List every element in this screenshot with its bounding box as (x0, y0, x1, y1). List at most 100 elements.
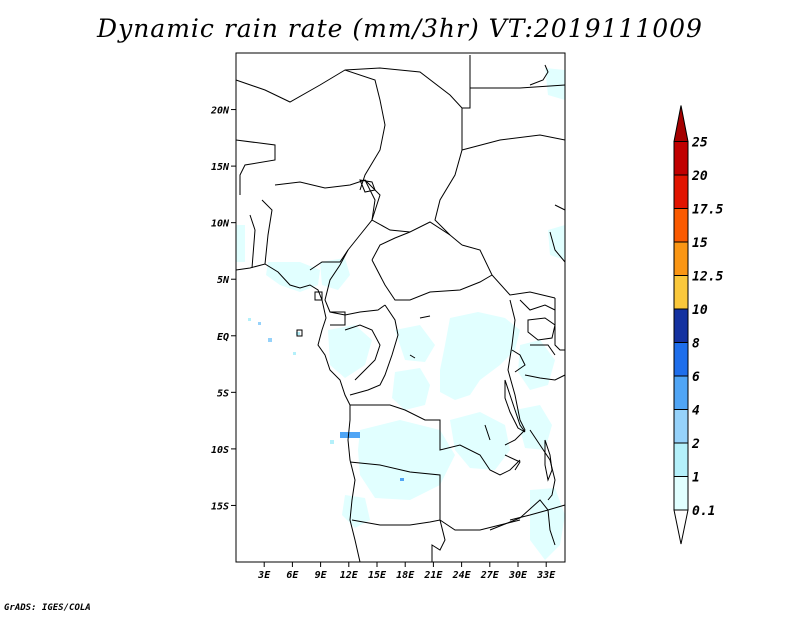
lon-tick-label: 3E (257, 570, 271, 581)
lat-tick-label: 10N (211, 219, 230, 230)
colorbar-label: 2 (691, 437, 700, 452)
rain-region-congo-basin (440, 312, 520, 400)
rain-region-ne-corner (545, 68, 565, 100)
border-zimbabwe (489, 499, 556, 546)
rain-region-namibia-coast (342, 495, 370, 528)
rain-spot-atlantic-1 (268, 338, 272, 342)
lat-tick-label: 5S (217, 388, 229, 399)
border-angola-south (349, 461, 441, 520)
colorbar-label: 25 (691, 136, 708, 151)
colorbar-top-arrow (673, 105, 689, 142)
rain-region-angola (358, 420, 455, 500)
border-drc-south (350, 404, 521, 476)
rain-region-sudan-east (548, 225, 565, 260)
lat-tick-label: 10S (211, 445, 229, 456)
colorbar-segment (673, 409, 689, 444)
border-south-sudan (461, 244, 556, 299)
border-north-1 (235, 69, 386, 191)
rain-region-congo-south (392, 368, 430, 410)
lat-tick-label: 5N (217, 275, 230, 286)
border-tanzania (524, 374, 566, 381)
rain-shading (236, 68, 565, 560)
colorbar-label: 8 (692, 337, 700, 352)
lon-tick-label: 21E (423, 570, 443, 581)
rain-region-west-edge (236, 225, 245, 262)
colorbar-segment (673, 275, 689, 310)
rain-region-cameroon (320, 258, 350, 290)
rain-region-mozambique (530, 488, 565, 560)
rain-region-east (518, 340, 555, 390)
boundaries (235, 55, 566, 563)
border-sudan (461, 134, 566, 151)
border-zambia (431, 519, 446, 562)
rain-spot-atlantic-4 (296, 332, 300, 335)
map-area (235, 52, 566, 563)
colorbar-segment (673, 174, 689, 209)
colorbar-segment (673, 476, 689, 511)
colorbar-segment (673, 442, 689, 477)
border-egypt (470, 84, 566, 89)
border-congo-rep (349, 304, 399, 396)
lat-tick-label: EQ (217, 332, 229, 343)
border-togo (249, 214, 256, 269)
lat-tick-label: 15N (211, 162, 230, 173)
island-small-1 (296, 329, 303, 337)
border-gabon (330, 311, 381, 381)
rain-region-gabon (328, 325, 372, 378)
lake-congo (409, 315, 521, 471)
rain-region-central (395, 325, 435, 362)
colorbar-segment (673, 241, 689, 276)
lon-tick-label: 15E (368, 570, 387, 581)
lat-tick-label: 20N (210, 106, 230, 117)
map-frame (235, 52, 566, 563)
lon-tick-label: 6E (286, 570, 299, 581)
border-car-north (371, 231, 411, 261)
colorbar-label: 0.1 (692, 504, 715, 519)
island-small-2 (529, 64, 549, 86)
border-car-south (371, 259, 493, 301)
lon-tick-label: 18E (396, 570, 415, 581)
rain-spot-angola-coast (340, 432, 360, 438)
colorbar-label: 10 (692, 303, 708, 318)
longitude-axis: 3E 6E 9E 12E 15E 18E 21E 24E 27E 30E 33E (257, 562, 556, 581)
lake-chad (359, 179, 376, 193)
lake-victoria (527, 317, 556, 341)
lon-tick-label: 12E (340, 570, 359, 581)
colorbar-label: 12.5 (692, 270, 723, 285)
colorbar-label: 1 (692, 471, 700, 486)
rain-region-tanzania (515, 405, 552, 450)
colorbar-label: 15 (692, 236, 708, 251)
map-title: Dynamic rain rate (mm/3hr) VT:2019111009 (97, 14, 703, 43)
border-chad-car (364, 179, 463, 246)
rain-spot-angola-inland (400, 478, 404, 481)
colorbar-label: 6 (692, 370, 700, 385)
rain-spot-congo (330, 440, 334, 444)
colorbar-label: 4 (692, 404, 700, 419)
border-chad-east (434, 108, 463, 236)
border-benin (261, 199, 273, 265)
colorbar-label: 20 (691, 169, 708, 184)
border-mozambique (509, 504, 566, 521)
rain-spot-atlantic-2 (258, 322, 261, 325)
island-bioko (314, 291, 323, 301)
colorbar: 0.1 1 2 4 6 8 10 12.5 15 17.5 20 25 (673, 105, 723, 545)
rain-region-gulf-guinea (266, 262, 320, 292)
rain-spot-atlantic-3 (248, 318, 251, 321)
coastline-west (235, 263, 361, 563)
colorbar-label: 17.5 (692, 203, 723, 218)
rain-region-zambia (450, 412, 510, 470)
rain-spots (248, 318, 404, 481)
border-nigeria (274, 179, 376, 271)
border-north-2 (344, 55, 471, 109)
colorbar-segment (673, 342, 689, 377)
lon-tick-label: 33E (536, 570, 556, 581)
border-uganda (519, 299, 556, 356)
colorbar-segment (673, 375, 689, 410)
colorbar-segment (673, 141, 689, 176)
lon-tick-label: 30E (508, 570, 528, 581)
rain-spot-atlantic-5 (293, 352, 296, 355)
border-ethiopia (549, 204, 566, 263)
border-kenya (554, 298, 565, 351)
lake-tanganyika (504, 379, 526, 433)
